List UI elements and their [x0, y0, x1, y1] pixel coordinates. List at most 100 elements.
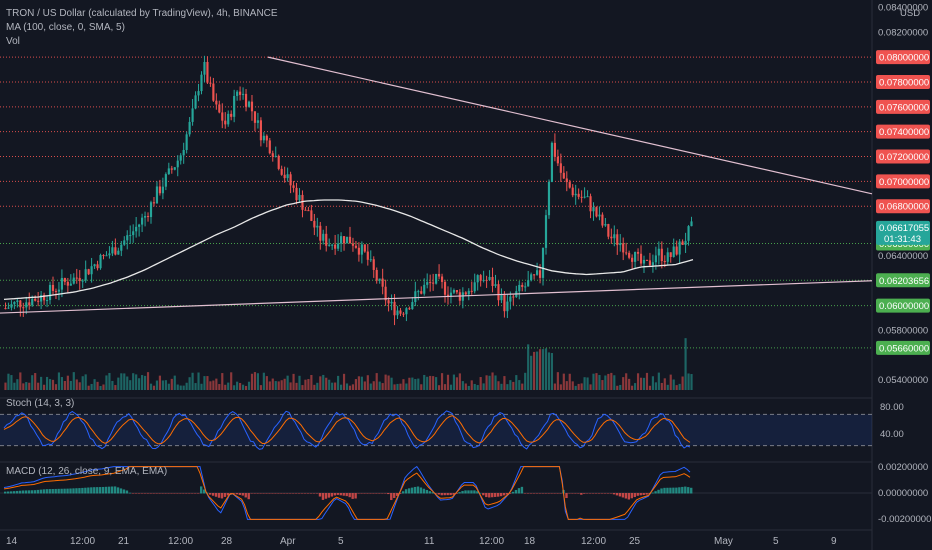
candle-body — [96, 264, 99, 269]
macd-histogram-bar — [208, 493, 212, 495]
candle-body — [366, 251, 369, 260]
last-price-label: 0.06617055 — [879, 223, 929, 234]
time-tick-label: 18 — [524, 536, 536, 547]
macd-histogram-bar — [9, 491, 13, 494]
macd-histogram-bar — [485, 493, 488, 498]
candle-body — [607, 224, 610, 237]
level-label: 0.07800000 — [879, 77, 929, 88]
volume-bar — [616, 385, 619, 390]
candle-body — [143, 216, 147, 218]
volume-bar — [146, 372, 150, 390]
volume-bar — [515, 375, 518, 390]
macd-histogram-bar — [378, 493, 381, 494]
candle-body — [182, 149, 185, 156]
volume-bar — [111, 380, 114, 390]
candle-body — [488, 276, 491, 280]
macd-histogram-bar — [401, 491, 405, 494]
candle-body — [648, 260, 652, 266]
volume-bar — [152, 385, 156, 390]
candle-body — [669, 252, 672, 257]
macd-histogram-bar — [78, 488, 81, 494]
macd-histogram-bar — [21, 490, 25, 494]
time-tick-label: 5 — [773, 536, 779, 547]
macd-histogram-bar — [615, 493, 619, 496]
candle-body — [435, 273, 438, 284]
macd-histogram-bar — [309, 493, 313, 494]
volume-bar — [342, 373, 346, 390]
macd-histogram-bar — [274, 493, 277, 494]
candle-body — [512, 296, 515, 298]
stoch-band — [0, 414, 872, 446]
time-tick-label: 9 — [831, 536, 837, 547]
macd-histogram-bar — [298, 493, 301, 494]
macd-histogram-bar — [39, 489, 43, 494]
candle-body — [571, 187, 574, 196]
volume-bar — [203, 376, 206, 390]
level-badge — [876, 99, 930, 114]
candle-body — [613, 234, 616, 239]
macd-histogram-bar — [6, 491, 10, 494]
candle-body — [384, 286, 387, 301]
candle-body — [452, 290, 456, 293]
candle-body — [467, 290, 470, 295]
volume-bar — [533, 351, 536, 390]
stoch-legend: Stoch (14, 3, 3) — [6, 398, 75, 409]
macd-legend: MACD (12, 26, close, 9, EMA, EMA) — [6, 466, 168, 477]
macd-histogram-bar — [336, 493, 339, 495]
candle-body — [34, 298, 37, 301]
countdown-label: 01:31:43 — [884, 234, 921, 245]
candle-body — [604, 224, 607, 226]
macd-histogram-bar — [600, 493, 604, 494]
candle-body — [663, 261, 666, 263]
volume-bar — [678, 383, 681, 390]
macd-histogram-bar — [300, 493, 304, 494]
candle-body — [533, 274, 536, 276]
time-tick-label: 12:00 — [479, 536, 504, 547]
candle-body — [390, 301, 393, 304]
macd-histogram-bar — [547, 493, 550, 494]
volume-bar — [657, 372, 660, 390]
level-label: 0.06000000 — [879, 301, 929, 312]
volume-bar — [660, 382, 663, 390]
macd-histogram-bar — [200, 486, 203, 494]
candle-body — [651, 262, 654, 266]
volume-bar — [399, 383, 402, 390]
volume-bar — [179, 385, 182, 390]
macd-histogram-bar — [128, 492, 132, 494]
volume-bar — [372, 381, 375, 390]
volume-bar — [265, 376, 268, 390]
volume-bar — [230, 372, 233, 390]
macd-histogram-bar — [342, 493, 345, 496]
volume-bar — [485, 375, 488, 390]
volume-bar — [598, 374, 601, 390]
volume-bar — [345, 383, 349, 390]
candle-body — [568, 182, 571, 188]
candle-body — [328, 244, 331, 246]
candle-body — [473, 282, 476, 292]
macd-histogram-bar — [87, 487, 90, 494]
candle-body — [351, 243, 355, 246]
macd-histogram-bar — [639, 493, 642, 496]
volume-bar — [390, 377, 393, 390]
volume-bar — [66, 375, 69, 390]
candle-body — [342, 236, 346, 244]
macd-histogram-bar — [425, 489, 429, 494]
volume-bar — [298, 375, 301, 390]
candle-body — [194, 95, 197, 109]
candle-body — [485, 279, 488, 281]
candle-body — [470, 290, 473, 292]
candle-body — [464, 292, 467, 295]
macd-histogram-bar — [223, 493, 227, 497]
macd-histogram-bar — [164, 493, 167, 494]
candle-body — [583, 196, 586, 198]
macd-histogram-bar — [502, 493, 506, 496]
volume-bar — [244, 385, 248, 390]
volume-bar — [687, 373, 690, 390]
time-tick-label: 21 — [118, 536, 130, 547]
candle-body — [690, 221, 693, 227]
macd-histogram-bar — [532, 493, 535, 494]
volume-bar — [31, 375, 34, 390]
candle-body — [678, 241, 681, 255]
candle-body — [625, 252, 628, 254]
